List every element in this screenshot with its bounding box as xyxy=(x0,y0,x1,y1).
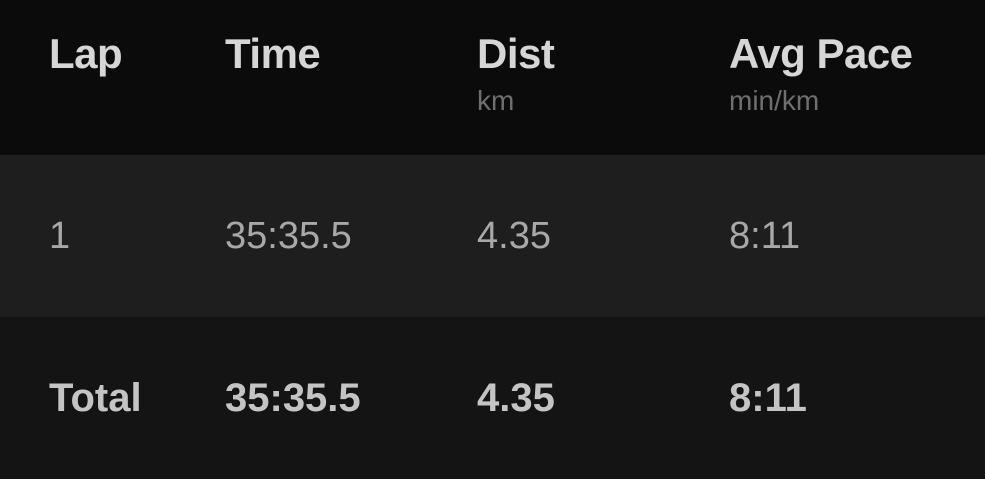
header-dist-label: Dist xyxy=(477,30,555,77)
total-label: Total xyxy=(49,376,142,420)
header-time: Time xyxy=(225,30,321,78)
header-avg-pace: Avg Pace min/km xyxy=(729,30,913,117)
header-dist-unit: km xyxy=(477,85,515,116)
total-time: 35:35.5 xyxy=(225,376,361,420)
total-dist: 4.35 xyxy=(477,376,555,420)
lap-time: 35:35.5 xyxy=(225,215,352,257)
header-lap: Lap xyxy=(49,30,123,78)
lap-dist: 4.35 xyxy=(477,215,551,257)
header-avg-pace-unit: min/km xyxy=(729,85,820,116)
lap-avg-pace: 8:11 xyxy=(729,215,801,257)
table-row[interactable]: 1 35:35.5 4.35 8:11 xyxy=(0,155,985,317)
header-dist: Dist km xyxy=(477,30,555,117)
lap-number: 1 xyxy=(49,215,71,257)
table-header: Lap Time Dist km Avg Pace min/km xyxy=(0,0,985,155)
total-avg-pace: 8:11 xyxy=(729,376,807,420)
total-row: Total 35:35.5 4.35 8:11 xyxy=(0,317,985,479)
header-lap-label: Lap xyxy=(49,30,123,77)
header-avg-pace-label: Avg Pace xyxy=(729,30,913,77)
header-time-label: Time xyxy=(225,30,321,77)
